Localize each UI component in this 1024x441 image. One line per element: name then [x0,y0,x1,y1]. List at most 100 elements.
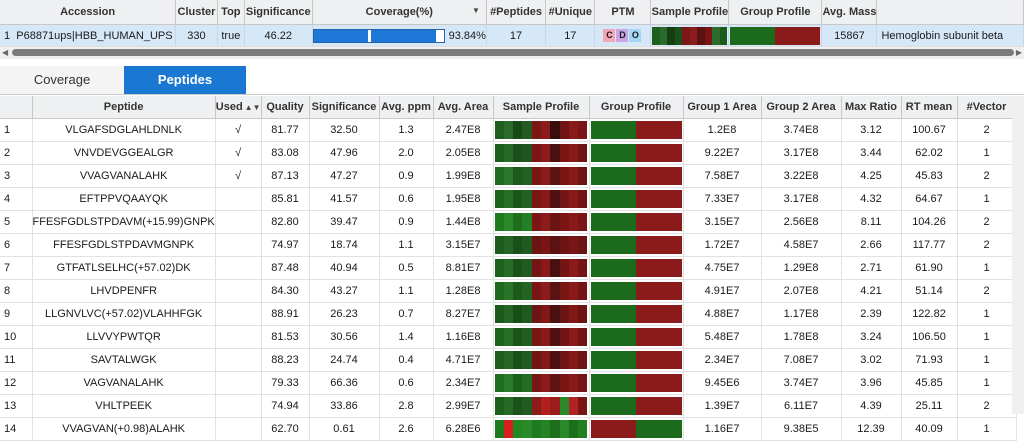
peptide-row[interactable]: 12 VAGVANALAHK 79.33 66.36 0.6 2.34E7 9.45E6 3.… [0,371,1017,395]
scroll-left-icon[interactable]: ◀ [2,48,9,57]
profile-swatch [578,259,588,277]
peptide-row[interactable]: 14 VVAGVAN(+0.98)ALAHK 62.70 0.61 2.6 6.28E6 1… [0,417,1017,441]
col-avg-area[interactable]: Avg. Area [433,96,494,119]
col-accession[interactable]: Accession [0,0,177,25]
profile-swatch [522,236,532,254]
group-profile-heatmap [590,144,682,162]
avg-area: 1.99E8 [433,164,494,188]
col-avg-mass[interactable]: Avg. Mass [821,0,878,25]
group-profile [589,187,684,211]
peptide-row[interactable]: 7 GTFATLSELHC(+57.02)DK 87.48 40.94 0.5 8.81E… [0,256,1017,280]
horizontal-scrollbar[interactable]: ◀ ▶ [0,46,1024,59]
col-pep-group-profile[interactable]: Group Profile [589,96,684,119]
col-row-index[interactable] [0,96,33,119]
vector-count: 1 [957,141,1017,165]
profile-swatch [568,282,579,300]
horizontal-scroll-thumb[interactable] [12,49,1014,56]
col-peptides[interactable]: #Peptides [486,0,547,25]
profile-swatch [522,397,532,415]
row-index: 7 [0,256,33,280]
row-index: 10 [0,325,33,349]
col-used[interactable]: Used ▲▼ [215,96,262,119]
tab-coverage[interactable]: Coverage [0,66,125,94]
peptide-row[interactable]: 13 VHLTPEEK 74.94 33.86 2.8 2.99E7 1.39E7 6.11E… [0,394,1017,418]
profile-swatch [590,190,637,208]
avg-area: 8.81E7 [433,256,494,280]
tab-bar: Coverage Peptides [0,66,1024,95]
col-group1-area[interactable]: Group 1 Area [683,96,762,119]
profile-swatch [704,26,713,45]
col-pep-sample-profile[interactable]: Sample Profile [493,96,590,119]
filter-dropdown-icon[interactable]: ▼ [472,6,480,15]
profile-swatch [568,397,579,415]
col-rt-mean[interactable]: RT mean [901,96,958,119]
avg-ppm: 2.0 [379,141,434,165]
sort-icon[interactable]: ▲▼ [244,103,261,112]
quality: 87.13 [261,164,310,188]
rt-mean: 45.83 [901,164,958,188]
sample-profile [493,210,590,234]
significance: 47.96 [309,141,380,165]
profile-swatch [522,213,532,231]
group1-area: 4.88E7 [683,302,762,326]
profile-swatch [513,190,523,208]
profile-swatch [531,328,541,346]
peptide-row[interactable]: 6 FFESFGDLSTPDAVMGNPK 74.97 18.74 1.1 3.15E7 1… [0,233,1017,257]
peptide-row[interactable]: 10 LLVVYPWTQR 81.53 30.56 1.4 1.16E8 5.48E7 1.7… [0,325,1017,349]
profile-swatch [513,282,523,300]
col-quality[interactable]: Quality [261,96,310,119]
protein-sample-profile [650,24,730,46]
col-group-profile[interactable]: Group Profile [728,0,823,25]
profile-swatch [636,305,682,323]
vertical-scrollbar[interactable] [1012,96,1024,414]
group-profile-heatmap [590,259,682,277]
col-pep-significance[interactable]: Significance [309,96,380,119]
group-profile-heatmap [590,121,682,139]
profile-swatch [522,121,532,139]
profile-swatch [636,328,682,346]
col-cluster[interactable]: Cluster [175,0,218,25]
col-unique[interactable]: #Unique [545,0,596,25]
col-avg-ppm[interactable]: Avg. ppm [379,96,434,119]
quality: 85.81 [261,187,310,211]
col-group2-area[interactable]: Group 2 Area [761,96,842,119]
profile-swatch [494,190,504,208]
group1-area: 2.34E7 [683,348,762,372]
col-significance[interactable]: Significance [244,0,313,25]
group2-area: 1.78E8 [761,325,842,349]
peptide-row[interactable]: 4 EFTPPVQAAYQK 85.81 41.57 0.6 1.95E8 7.33E7 3.… [0,187,1017,211]
col-ptm[interactable]: PTM [594,0,652,25]
profile-swatch [719,26,728,45]
profile-swatch [522,259,532,277]
col-sample-profile[interactable]: Sample Profile [650,0,730,25]
profile-swatch [578,121,588,139]
col-vector[interactable]: #Vector [957,96,1017,119]
peptide-row[interactable]: 11 SAVTALWGK 88.23 24.74 0.4 4.71E7 2.34E7 7.08… [0,348,1017,372]
rt-mean: 61.90 [901,256,958,280]
profile-swatch [578,374,588,392]
peptide-row[interactable]: 8 LHVDPENFR 84.30 43.27 1.1 1.28E8 4.91E7 2.07E… [0,279,1017,303]
protein-row[interactable]: 1 P68871ups|HBB_HUMAN_UPS 330 true 46.22… [0,24,1024,46]
sample-profile [493,371,590,395]
peptide-row[interactable]: 3 VVAGVANALAHK √ 87.13 47.27 0.9 1.99E8 7.58E7 3… [0,164,1017,188]
peptide-row[interactable]: 9 LLGNVLVC(+57.02)VLAHHFGK 88.91 26.23 0.7 8.… [0,302,1017,326]
profile-swatch [590,282,637,300]
col-description[interactable] [876,0,1024,25]
col-top[interactable]: Top [217,0,245,25]
profile-swatch [636,351,682,369]
profile-swatch [531,167,541,185]
sample-profile [493,302,590,326]
profile-swatch [513,167,523,185]
sample-profile [493,256,590,280]
peptide-row[interactable]: 2 VNVDEVGGEALGR √ 83.08 47.96 2.0 2.05E8 9.22E7… [0,141,1017,165]
profile-swatch [550,374,560,392]
peptide-row[interactable]: 1 VLGAFSDGLAHLDNLK √ 81.77 32.50 1.3 2.47E8 1.2… [0,118,1017,142]
scroll-right-icon[interactable]: ▶ [1015,48,1022,57]
col-max-ratio[interactable]: Max Ratio [841,96,902,119]
peptide-row[interactable]: 5 FFESFGDLSTPDAVM(+15.99)GNPK 82.80 39.47 0.… [0,210,1017,234]
tab-peptides[interactable]: Peptides [124,66,246,94]
avg-area: 1.16E8 [433,325,494,349]
col-coverage[interactable]: Coverage(%) ▼ [312,0,487,25]
significance: 66.36 [309,371,380,395]
col-peptide[interactable]: Peptide [32,96,216,119]
